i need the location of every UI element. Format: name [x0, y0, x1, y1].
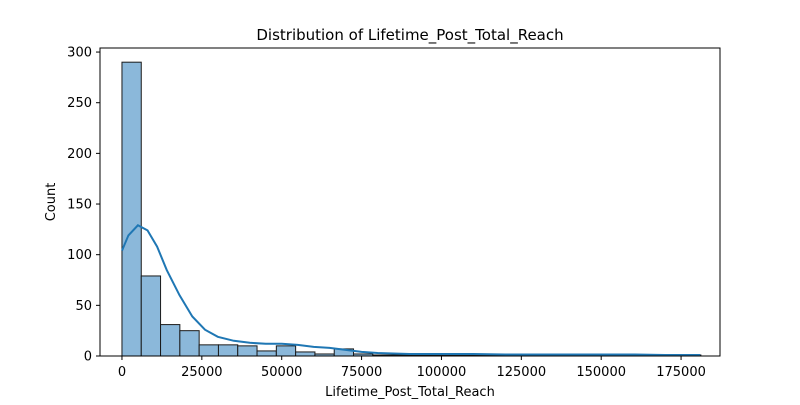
x-tick-label: 50000 [261, 365, 302, 380]
histogram-bar [256, 350, 277, 357]
y-axis-label: Count [44, 183, 59, 222]
y-tick-label: 100 [67, 248, 92, 263]
kde-line [121, 224, 701, 356]
y-tick-label: 50 [75, 299, 92, 314]
y-axis: 0 50 100 150 200 250 300 [67, 46, 100, 365]
histogram-bar [295, 351, 316, 357]
x-tick-label: 175000 [656, 365, 706, 380]
histogram-bar [217, 344, 239, 357]
x-tick-label: 100000 [417, 365, 467, 380]
x-tick-label: 25000 [181, 365, 222, 380]
y-tick-label: 150 [67, 198, 92, 213]
histogram-bar [121, 61, 142, 357]
histogram-bar [198, 344, 219, 357]
plot-area [99, 47, 721, 357]
y-tick-label: 0 [84, 350, 92, 365]
histogram-bar [160, 324, 181, 357]
y-tick-label: 200 [67, 147, 92, 162]
x-tick-label: 125000 [496, 365, 546, 380]
histogram-bar [179, 330, 200, 357]
x-tick-label: 75000 [341, 365, 382, 380]
histogram-bar [237, 345, 258, 357]
histogram-bar [275, 345, 297, 357]
chart-title: Distribution of Lifetime_Post_Total_Reac… [256, 26, 563, 45]
y-tick-label: 250 [67, 96, 92, 111]
x-axis-label: Lifetime_Post_Total_Reach [325, 385, 495, 400]
histogram-bars [121, 61, 702, 357]
x-axis: 0 25000 50000 75000 100000 125000 150000 175000 [118, 356, 706, 380]
x-tick-label: 150000 [576, 365, 626, 380]
x-tick-label: 0 [118, 365, 126, 380]
plot-frame [99, 47, 721, 357]
y-tick-label: 300 [67, 46, 92, 61]
histogram-bar [140, 275, 162, 357]
